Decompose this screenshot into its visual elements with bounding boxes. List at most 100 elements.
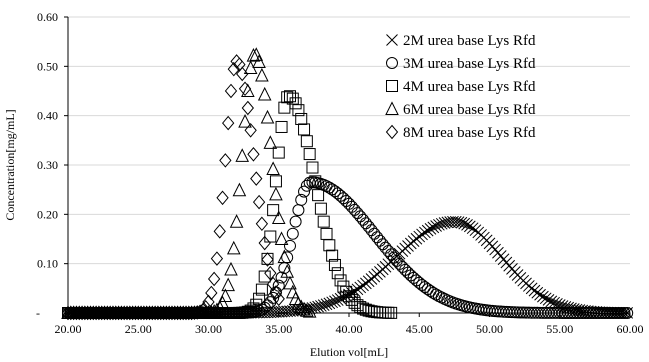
data-point [255, 283, 268, 296]
data-point [334, 292, 347, 305]
data-point [283, 275, 297, 290]
data-point [542, 294, 555, 306]
data-point [545, 295, 558, 308]
data-point [241, 83, 255, 98]
data-point [257, 86, 272, 101]
data-point [368, 227, 381, 240]
data-point [174, 305, 187, 321]
data-point [334, 274, 347, 287]
legend-item: 2M urea base Lys Rfd [386, 33, 536, 49]
data-point [621, 306, 634, 319]
data-point [89, 305, 103, 321]
data-point [98, 305, 111, 321]
data-point [247, 147, 260, 162]
data-point [351, 283, 364, 296]
data-point [191, 305, 204, 320]
data-point [210, 251, 224, 266]
data-point [312, 189, 325, 202]
legend-label: 6M urea base Lys Rfd [403, 102, 536, 118]
data-point [272, 279, 285, 292]
data-point [250, 171, 263, 186]
legend-label: 3M urea base Lys Rfd [403, 56, 536, 72]
data-point [354, 210, 367, 223]
data-point [244, 123, 257, 138]
data-point [87, 305, 100, 321]
data-point [146, 305, 159, 321]
data-point [196, 302, 210, 318]
data-point [302, 304, 317, 318]
legend-marker [386, 80, 398, 92]
data-point [84, 305, 97, 321]
x-axis-title: Elution vol[mL] [310, 345, 388, 359]
data-point [348, 203, 361, 216]
data-point [221, 277, 235, 292]
x-tick-label: 25.00 [125, 322, 152, 336]
data-point [531, 286, 544, 299]
data-point [424, 223, 437, 235]
data-point [216, 190, 229, 206]
data-point [148, 305, 162, 321]
data-point [64, 305, 77, 321]
data-point [269, 186, 283, 201]
data-point [317, 215, 330, 228]
data-point [92, 305, 106, 321]
data-point [419, 226, 431, 239]
legend-marker [386, 57, 398, 69]
data-point [235, 148, 250, 162]
legend: 2M urea base Lys Rfd 3M urea base Lys Rfd… [385, 33, 536, 141]
data-point [269, 175, 282, 188]
data-point [449, 215, 462, 228]
data-point [255, 216, 269, 232]
data-point [329, 295, 341, 308]
data-point [241, 100, 254, 116]
y-tick-label: 0.50 [37, 59, 58, 73]
y-tick-label: 0.30 [37, 158, 58, 172]
data-point [126, 305, 139, 321]
data-point [275, 120, 288, 133]
data-point [246, 47, 261, 62]
data-point [67, 305, 80, 321]
data-point [320, 227, 333, 240]
y-tick-label: 0.40 [37, 109, 58, 123]
data-point [461, 219, 473, 231]
data-point [258, 235, 271, 251]
data-point [362, 220, 375, 233]
y-tick-label: 0.20 [37, 207, 58, 221]
data-point [165, 305, 179, 321]
legend-marker [385, 101, 399, 115]
x-tick-label: 20.00 [55, 322, 82, 336]
data-point [168, 305, 181, 321]
x-tick-label: 60.00 [617, 322, 644, 336]
series-4 [61, 47, 317, 319]
data-point [163, 305, 176, 321]
data-point [295, 193, 308, 206]
data-point [289, 215, 302, 228]
data-point [421, 224, 434, 237]
data-point [129, 305, 142, 321]
data-point [212, 299, 227, 314]
data-point [157, 305, 170, 321]
data-point [379, 241, 392, 254]
data-point [120, 305, 134, 321]
x-tick-label: 50.00 [476, 322, 503, 336]
legend-item: 8M urea base Lys Rfd [385, 124, 536, 141]
data-point [171, 305, 184, 321]
data-point [306, 161, 319, 174]
data-point [359, 217, 372, 230]
data-point [280, 264, 294, 278]
data-point [179, 305, 193, 321]
data-point [435, 291, 448, 304]
data-point [232, 182, 247, 197]
data-point [458, 217, 471, 230]
data-point [75, 305, 89, 321]
data-point [215, 295, 230, 310]
data-point [373, 234, 386, 247]
data-point [289, 97, 302, 110]
data-point [261, 252, 274, 267]
data-point [112, 305, 125, 321]
legend-marker [385, 124, 399, 140]
data-point [539, 292, 552, 305]
legend-label: 8M urea base Lys Rfd [403, 125, 536, 141]
